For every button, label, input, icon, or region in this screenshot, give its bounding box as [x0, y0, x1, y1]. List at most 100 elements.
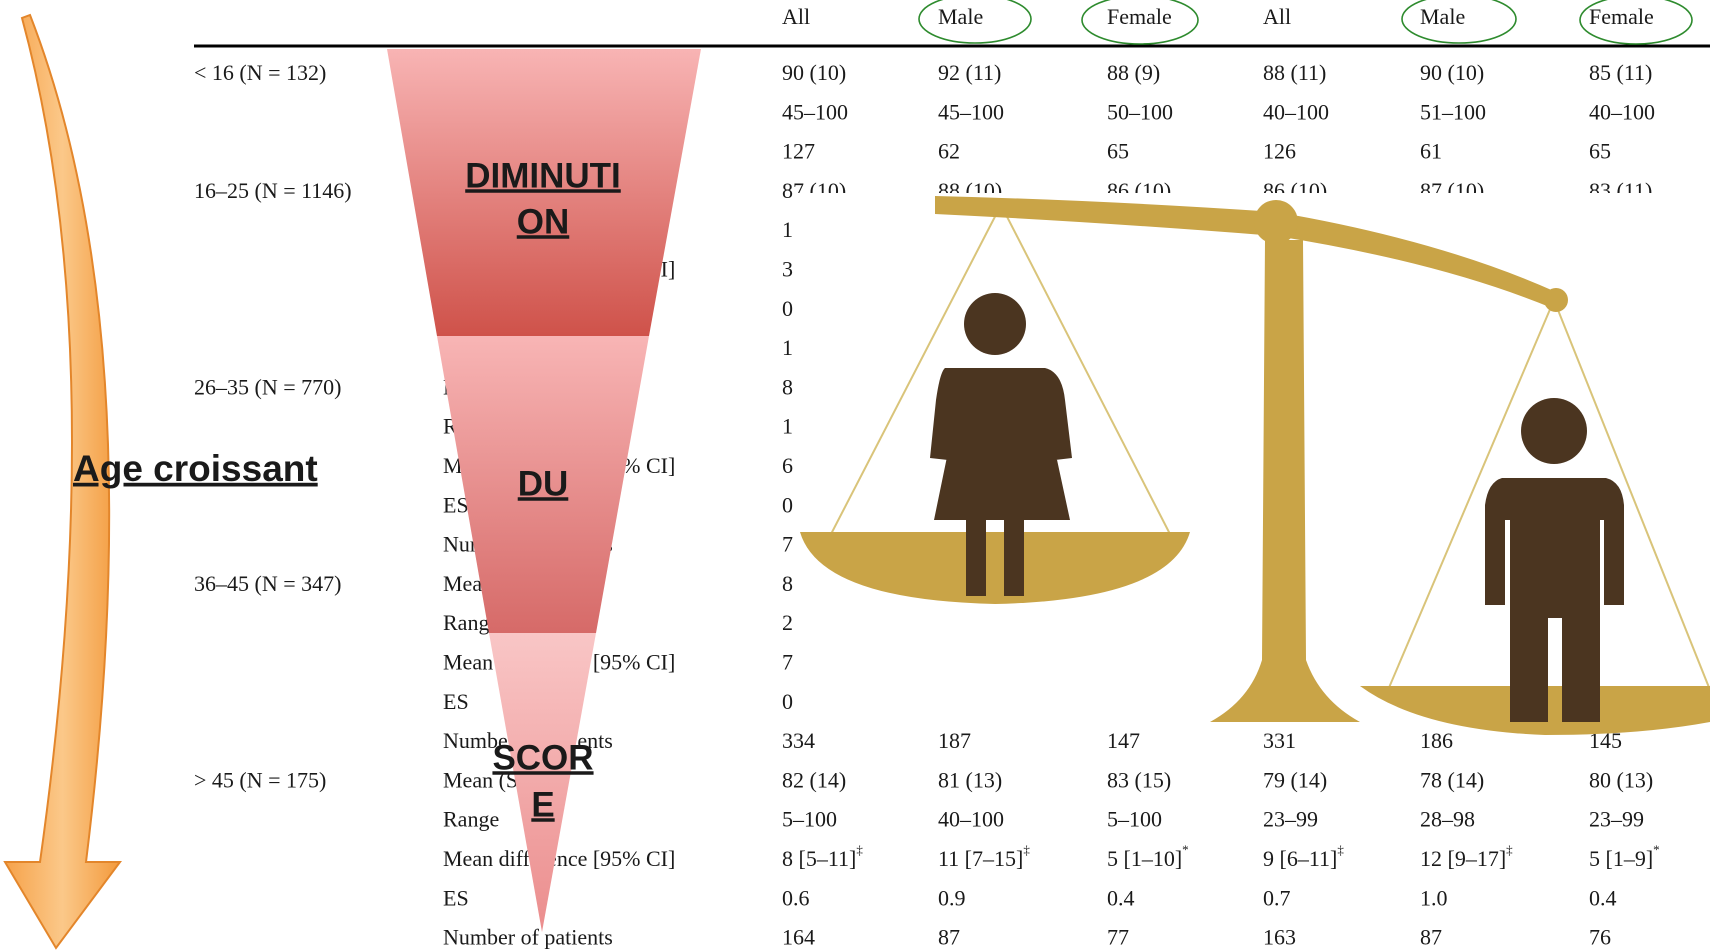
cell: 5 [1–9]* [1589, 842, 1660, 871]
balance-scale-image [794, 193, 1710, 735]
cell: 5–100 [782, 807, 837, 832]
cell: 76 [1589, 925, 1611, 950]
funnel-text: DIMINUTI [465, 156, 621, 195]
cell: 7 [782, 532, 793, 557]
row-label: ES [443, 689, 469, 714]
cell: 1 [782, 217, 793, 242]
cell: 331 [1263, 728, 1296, 753]
cell: 2 [782, 610, 793, 635]
cell: 85 (11) [1589, 60, 1652, 85]
cell: 126 [1263, 139, 1296, 164]
cell: 0 [782, 689, 793, 714]
row-group: > 45 (N = 175) [194, 767, 326, 792]
column-header: Male [1420, 4, 1465, 29]
cell: 51–100 [1420, 99, 1486, 124]
cell: 87 [938, 925, 960, 950]
cell: 65 [1107, 139, 1129, 164]
axis-label: Age croissant [73, 448, 318, 489]
cell: 40–100 [1263, 99, 1329, 124]
cell: 83 (15) [1107, 767, 1171, 792]
cell: 5 [1–10]* [1107, 842, 1189, 871]
cell: 23–99 [1589, 807, 1644, 832]
cell: 11 [7–15]‡ [938, 842, 1030, 871]
cell: 80 (13) [1589, 767, 1653, 792]
cell: 45–100 [782, 99, 848, 124]
cell-text: 5 [1–9] [1589, 846, 1653, 871]
column-header: All [782, 4, 810, 29]
column-header: Female [1107, 4, 1172, 29]
cell-sup: * [1182, 842, 1189, 857]
cell-sup: ‡ [1506, 842, 1513, 857]
cell: 7 [782, 650, 793, 675]
cell: 187 [938, 728, 971, 753]
funnel-text: SCOR [492, 738, 593, 777]
cell: 45–100 [938, 99, 1004, 124]
funnel: DIMINUTI ON DU SCOR E [387, 49, 701, 932]
cell: 50–100 [1107, 99, 1173, 124]
cell: 0 [782, 492, 793, 517]
cell: 3 [782, 257, 793, 282]
cell: 77 [1107, 925, 1129, 950]
cell: 164 [782, 925, 815, 950]
cell: 9 [6–11]‡ [1263, 842, 1344, 871]
cell-text: 9 [6–11] [1263, 846, 1337, 871]
funnel-text: DU [518, 464, 569, 503]
header-highlights [919, 0, 1692, 44]
row-label: Range [443, 807, 499, 832]
row-group: < 16 (N = 132) [194, 60, 326, 85]
cell: 62 [938, 139, 960, 164]
cell: 40–100 [938, 807, 1004, 832]
slide: AllMaleFemaleAllMaleFemale< 16 (N = 132)… [0, 0, 1710, 952]
cell: 1 [782, 335, 793, 360]
cell: 1 [782, 414, 793, 439]
cell-text: 8 [5–11] [782, 846, 856, 871]
cell: 0.6 [782, 885, 810, 910]
cell: 163 [1263, 925, 1296, 950]
cell: 23–99 [1263, 807, 1318, 832]
row-label: ES [443, 885, 469, 910]
cell-sup: ‡ [1337, 842, 1344, 857]
funnel-text: E [531, 785, 554, 824]
cell: 0 [782, 296, 793, 321]
cell: 92 (11) [938, 60, 1001, 85]
cell: 61 [1420, 139, 1442, 164]
cell: 28–98 [1420, 807, 1475, 832]
cell-sup: ‡ [1023, 842, 1030, 857]
cell: 82 (14) [782, 767, 846, 792]
cell: 0.9 [938, 885, 966, 910]
cell: 8 [5–11]‡ [782, 842, 863, 871]
row-label: ES [443, 492, 469, 517]
cell: 0.4 [1107, 885, 1135, 910]
row-group: 26–35 (N = 770) [194, 374, 341, 399]
cell: 90 (10) [782, 60, 846, 85]
row-label: Mean difference [95% CI] [443, 846, 675, 871]
row-group: 36–45 (N = 347) [194, 571, 341, 596]
cell-text: 11 [7–15] [938, 846, 1023, 871]
cell-text: 5 [1–10] [1107, 846, 1182, 871]
row-label: Number of patients [443, 925, 613, 950]
cell: 6 [782, 453, 793, 478]
cell: 8 [782, 374, 793, 399]
cell: 8 [782, 571, 793, 596]
cell: 90 (10) [1420, 60, 1484, 85]
column-header: All [1263, 4, 1291, 29]
cell: 0.4 [1589, 885, 1617, 910]
cell-sup: ‡ [856, 842, 863, 857]
cell: 12 [9–17]‡ [1420, 842, 1513, 871]
column-header: Male [938, 4, 983, 29]
cell: 87 [1420, 925, 1442, 950]
cell: 79 (14) [1263, 767, 1327, 792]
cell: 186 [1420, 728, 1453, 753]
funnel-text: ON [517, 202, 570, 241]
cell: 88 (11) [1263, 60, 1326, 85]
cell: 0.7 [1263, 885, 1291, 910]
cell: 127 [782, 139, 815, 164]
cell: 65 [1589, 139, 1611, 164]
row-group: 16–25 (N = 1146) [194, 178, 352, 203]
cell: 40–100 [1589, 99, 1655, 124]
cell: 147 [1107, 728, 1140, 753]
cell: 81 (13) [938, 767, 1002, 792]
cell: 78 (14) [1420, 767, 1484, 792]
cell: 334 [782, 728, 815, 753]
cell-sup: * [1653, 842, 1660, 857]
